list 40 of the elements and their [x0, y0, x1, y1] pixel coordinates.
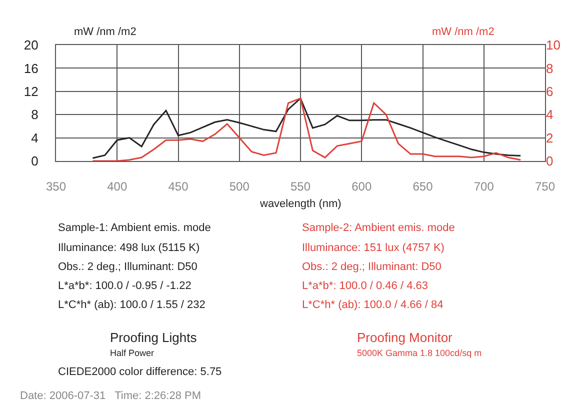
text: L*a*b*: 100.0 / 0.46 / 4.63 — [302, 280, 428, 292]
text: Sample-2: Ambient emis. mode — [302, 222, 455, 234]
text: L*C*h* (ab): 100.0 / 4.66 / 84 — [302, 299, 444, 311]
y-tick-label: 16 — [24, 60, 38, 76]
y-tick-label: 12 — [24, 84, 38, 99]
y2-tick-label: 10 — [546, 38, 560, 53]
y2-tick-label: 4 — [546, 107, 554, 122]
y-tick-label: 4 — [31, 130, 38, 146]
x-axis-title: wavelength (nm) — [259, 198, 342, 210]
text: Sample-1: Ambient emis. mode — [58, 222, 211, 234]
text: Obs.: 2 deg.; Illuminant: D50 — [302, 261, 442, 273]
text: Obs.: 2 deg.; Illuminant: D50 — [58, 261, 198, 273]
y-tick-label: 0 — [31, 154, 38, 169]
y-tick-label: 8 — [31, 107, 38, 122]
text: Proofing Monitor — [357, 330, 454, 345]
text: Illuminance: 151 lux (4757 K) — [302, 242, 444, 254]
text: Half Power — [110, 348, 154, 358]
x-tick-label: 500 — [229, 179, 250, 194]
text: L*C*h* (ab): 100.0 / 1.55 / 232 — [58, 299, 206, 311]
y-axis-title: mW /nm /m2 — [74, 26, 136, 38]
text: Date: 2006-07-31 Time: 2:26:28 PM — [20, 390, 201, 402]
text: Proofing Lights — [110, 330, 198, 345]
x-tick-label: 700 — [474, 179, 494, 194]
x-tick-label: 550 — [290, 179, 311, 194]
y-tick-label: 20 — [24, 38, 38, 53]
y2-tick-label: 2 — [546, 130, 554, 146]
x-tick-label: 650 — [412, 179, 434, 194]
y2-axis-title: mW /nm /m2 — [432, 26, 494, 38]
x-tick-label: 450 — [168, 179, 189, 194]
x-tick-label: 600 — [352, 179, 372, 194]
x-tick-label: 400 — [107, 179, 128, 194]
x-tick-label: 750 — [534, 179, 556, 194]
y2-tick-label: 0 — [546, 154, 554, 169]
text: 5000K Gamma 1.8 100cd/sq m — [357, 348, 482, 358]
text: Illuminance: 498 lux (5115 K) — [58, 242, 200, 254]
y2-tick-label: 8 — [546, 60, 554, 76]
text: L*a*b*: 100.0 / -0.95 / -1.22 — [58, 280, 192, 292]
text: CIEDE2000 color difference: 5.75 — [58, 366, 222, 378]
x-tick-label: 350 — [46, 179, 66, 194]
y2-tick-label: 6 — [546, 84, 554, 99]
